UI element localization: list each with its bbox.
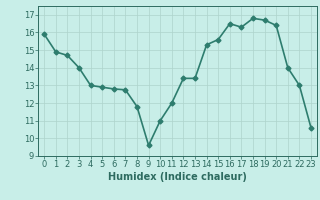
X-axis label: Humidex (Indice chaleur): Humidex (Indice chaleur) bbox=[108, 172, 247, 182]
